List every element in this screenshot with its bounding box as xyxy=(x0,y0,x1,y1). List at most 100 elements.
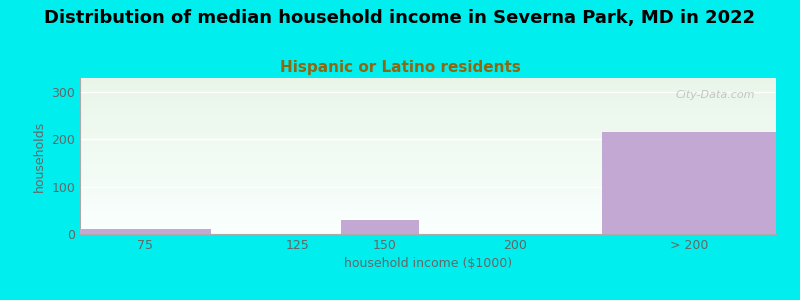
Bar xyxy=(80,187,776,188)
Bar xyxy=(80,95,776,96)
Bar xyxy=(80,198,776,199)
Bar xyxy=(80,106,776,107)
Bar xyxy=(80,179,776,180)
Bar xyxy=(80,144,776,145)
Bar xyxy=(80,155,776,156)
Bar xyxy=(80,141,776,142)
Bar xyxy=(80,216,776,217)
Bar xyxy=(80,150,776,151)
Bar xyxy=(80,166,776,167)
Bar xyxy=(80,221,776,222)
Text: Hispanic or Latino residents: Hispanic or Latino residents xyxy=(279,60,521,75)
Bar xyxy=(80,217,776,218)
Bar xyxy=(80,96,776,97)
Bar xyxy=(80,102,776,103)
Bar xyxy=(80,204,776,205)
Bar xyxy=(80,128,776,129)
Bar xyxy=(80,110,776,111)
Bar xyxy=(80,143,776,144)
Bar xyxy=(80,226,776,227)
Bar xyxy=(602,132,776,234)
Bar xyxy=(80,207,776,208)
Bar xyxy=(341,220,419,234)
Bar xyxy=(80,156,776,157)
Bar xyxy=(80,192,776,193)
Bar xyxy=(80,91,776,92)
Bar xyxy=(80,202,776,203)
Bar xyxy=(80,213,776,214)
Bar xyxy=(80,203,776,204)
Bar xyxy=(80,127,776,128)
Bar xyxy=(80,135,776,136)
Bar xyxy=(80,171,776,172)
Bar xyxy=(80,120,776,121)
Bar xyxy=(80,148,776,149)
Bar xyxy=(80,178,776,179)
Bar xyxy=(80,232,776,233)
Bar xyxy=(80,229,776,230)
Bar xyxy=(80,116,776,117)
Bar xyxy=(80,99,776,100)
Bar xyxy=(80,227,776,228)
Bar xyxy=(80,93,776,94)
Bar xyxy=(80,108,776,109)
Bar xyxy=(80,161,776,162)
Bar xyxy=(80,145,776,146)
Bar xyxy=(80,180,776,181)
Bar xyxy=(80,83,776,84)
Bar xyxy=(80,196,776,197)
Bar xyxy=(80,152,776,153)
Bar xyxy=(80,173,776,174)
Bar xyxy=(80,169,776,170)
Bar xyxy=(80,230,776,231)
Bar xyxy=(80,97,776,98)
Bar xyxy=(80,98,776,99)
Bar xyxy=(80,140,776,141)
Bar xyxy=(80,85,776,86)
Bar xyxy=(80,177,776,178)
Bar xyxy=(80,118,776,119)
Bar xyxy=(80,165,776,166)
Bar xyxy=(80,86,776,87)
Bar xyxy=(80,115,776,116)
Bar xyxy=(80,158,776,159)
Bar xyxy=(80,107,776,108)
Bar xyxy=(80,160,776,161)
Bar xyxy=(80,218,776,219)
Bar xyxy=(80,184,776,185)
Bar xyxy=(80,188,776,189)
Bar xyxy=(80,195,776,196)
Bar xyxy=(80,89,776,90)
Bar xyxy=(80,233,776,234)
Bar xyxy=(80,181,776,182)
Bar xyxy=(80,163,776,164)
Bar xyxy=(80,168,776,169)
Bar xyxy=(80,157,776,158)
Bar xyxy=(80,209,776,210)
Bar xyxy=(80,119,776,120)
Bar xyxy=(80,191,776,192)
Bar xyxy=(80,87,776,88)
Y-axis label: households: households xyxy=(33,120,46,192)
Bar xyxy=(80,113,776,114)
Bar xyxy=(80,129,776,130)
Bar xyxy=(80,80,776,81)
Bar xyxy=(80,159,776,160)
Bar xyxy=(80,225,776,226)
Bar xyxy=(80,78,776,79)
Bar xyxy=(80,199,776,200)
Bar xyxy=(80,219,776,220)
Bar xyxy=(80,189,776,190)
Bar xyxy=(80,185,776,186)
Bar xyxy=(80,146,776,147)
Bar xyxy=(80,100,776,101)
Bar xyxy=(80,149,776,150)
Bar xyxy=(80,229,210,234)
Bar xyxy=(80,101,776,102)
Bar xyxy=(80,111,776,112)
Bar xyxy=(80,167,776,168)
Bar xyxy=(80,132,776,133)
Bar xyxy=(80,147,776,148)
Bar xyxy=(80,92,776,93)
Bar xyxy=(80,130,776,131)
